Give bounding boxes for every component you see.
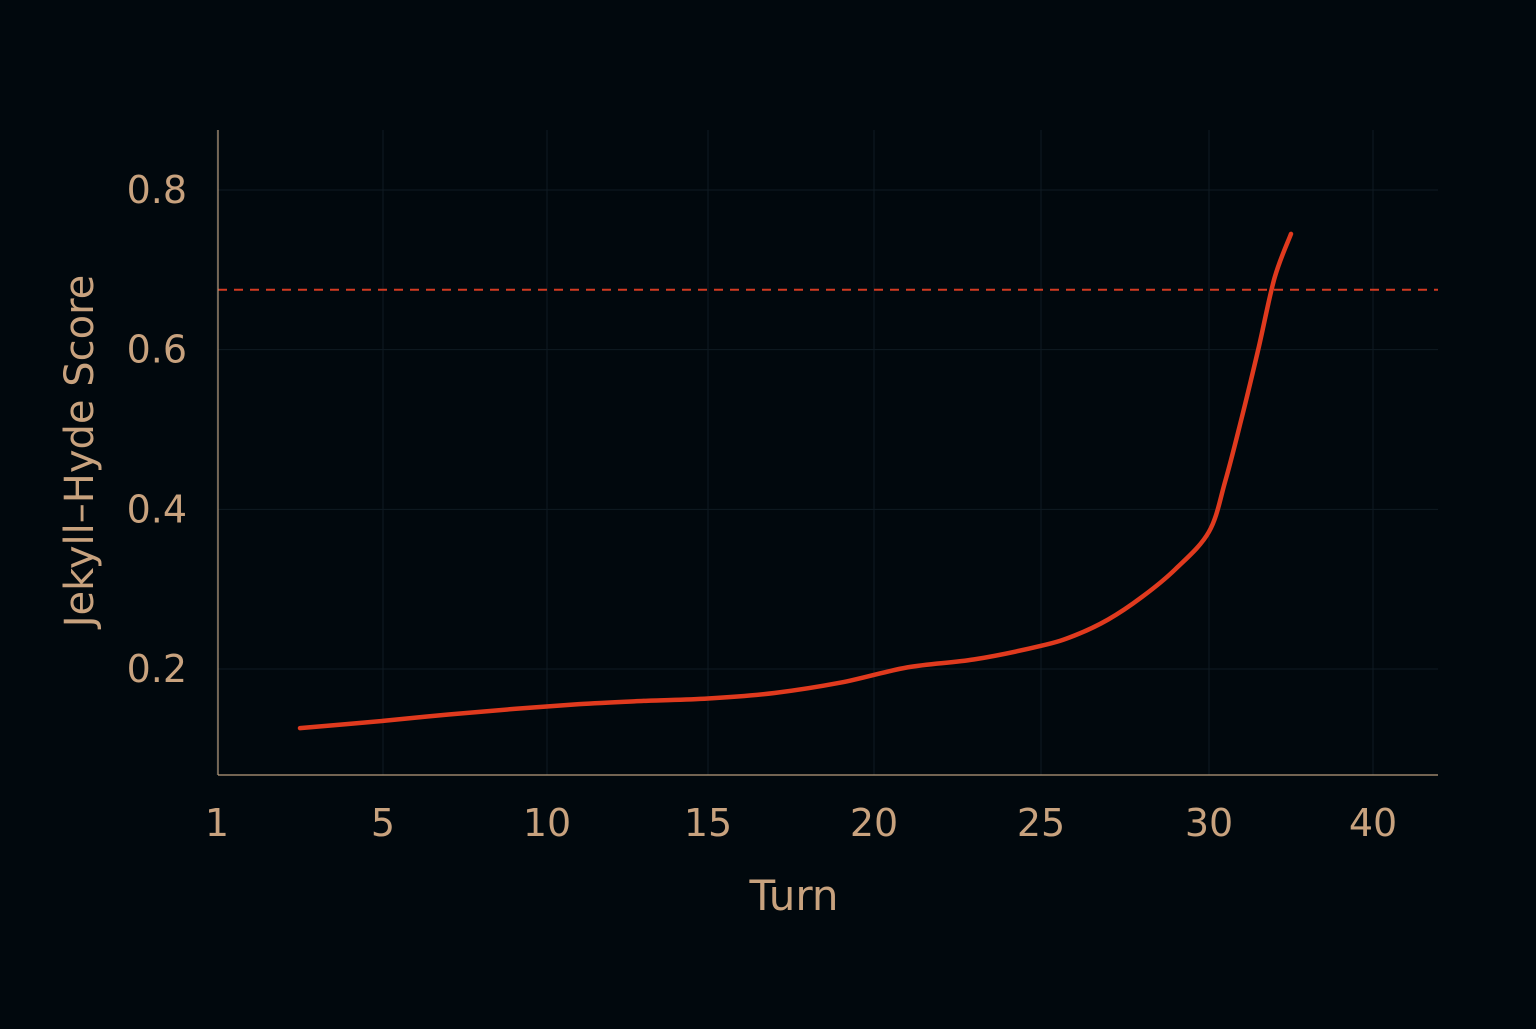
x-axis-title: Turn bbox=[748, 871, 838, 920]
x-tick-label-30: 30 bbox=[1185, 801, 1233, 845]
x-tick-label-25: 25 bbox=[1017, 801, 1065, 845]
grid-layer bbox=[216, 130, 1438, 775]
axis-layer bbox=[217, 130, 1438, 776]
series-layer bbox=[297, 231, 1294, 731]
x-tick-label-1: 1 bbox=[205, 801, 229, 845]
x-tick-label-20: 20 bbox=[850, 801, 898, 845]
y-tick-label-0.6: 0.6 bbox=[127, 328, 187, 372]
x-tick-label-15: 15 bbox=[684, 801, 732, 845]
x-tick-label-10: 10 bbox=[523, 801, 571, 845]
y-tick-label-0.4: 0.4 bbox=[127, 487, 187, 531]
series-line-0 bbox=[297, 231, 1294, 731]
y-axis-title: Jekyll–Hyde Score bbox=[57, 275, 103, 631]
x-tick-label-40: 40 bbox=[1349, 801, 1397, 845]
y-tick-label-0.2: 0.2 bbox=[127, 647, 187, 691]
x-tick-label-5: 5 bbox=[371, 801, 395, 845]
y-tick-label-0.8: 0.8 bbox=[127, 168, 187, 212]
tick-layer: 1 5 10 15 20 25 30 400.20.40.60.8 bbox=[127, 168, 1398, 845]
